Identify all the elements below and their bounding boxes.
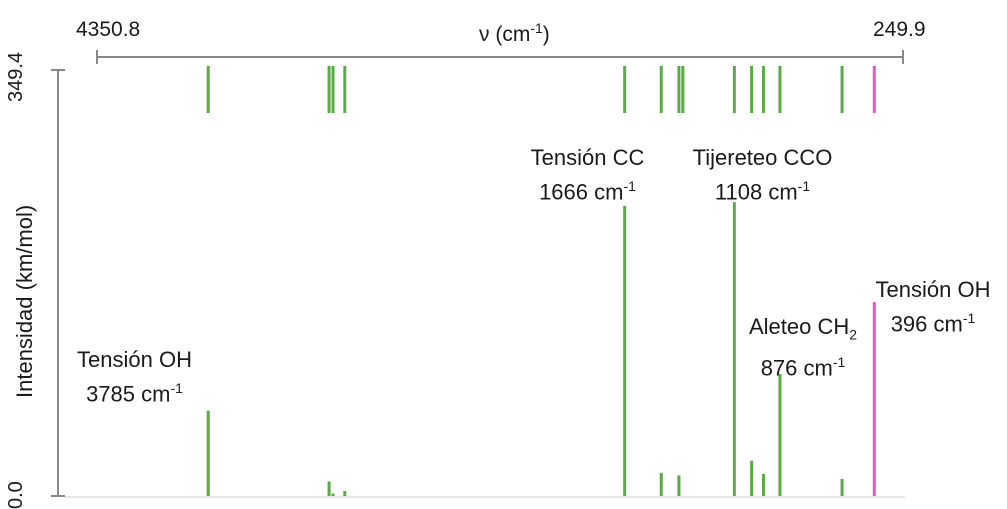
annotation-oh-3785: Tensión OH 3785 cm-1 xyxy=(67,346,202,408)
axes xyxy=(51,50,905,498)
annotation-oh-3785-title: Tensión OH xyxy=(77,347,192,372)
annotation-oh-3785-value: 3785 cm-1 xyxy=(86,380,183,407)
annotation-cc-1666: Tensión CC 1666 cm-1 xyxy=(520,144,655,206)
x-axis-title: ν (cm-1) xyxy=(479,16,550,47)
annotation-ch2-876-title: Aleteo CH2 xyxy=(748,314,858,343)
annotation-cco-1108: Tijereteo CCO 1108 cm-1 xyxy=(675,144,850,206)
annotation-oh-396-title: Tensión OH xyxy=(875,277,991,302)
annotation-ch2-876: Aleteo CH2 876 cm-1 xyxy=(733,313,873,383)
marker-row xyxy=(206,66,876,113)
annotation-oh-396-value: 396 cm-1 xyxy=(890,310,976,337)
x-axis-label-close: ) xyxy=(542,23,550,46)
y-axis-label: Intensidad (km/mol) xyxy=(12,204,37,398)
x-tick-left: 4350.8 xyxy=(76,18,141,41)
annotation-ch2-876-value: 876 cm-1 xyxy=(760,354,846,381)
annotation-cco-1108-title: Tijereteo CCO xyxy=(692,145,833,170)
y-tick-bottom: 0.0 xyxy=(5,481,27,509)
annotation-cc-1666-value: 1666 cm-1 xyxy=(539,178,636,205)
annotation-oh-396: Tensión OH 396 cm-1 xyxy=(862,276,1004,338)
annotation-cco-1108-value: 1108 cm-1 xyxy=(714,178,811,205)
x-axis-label-sup: -1 xyxy=(530,20,543,36)
x-tick-right: 249.9 xyxy=(873,18,926,41)
y-tick-top: 349.4 xyxy=(5,51,27,102)
peaks xyxy=(206,202,876,496)
annotation-cc-1666-title: Tensión CC xyxy=(530,145,645,170)
x-axis-label: ν (cm xyxy=(479,23,531,46)
